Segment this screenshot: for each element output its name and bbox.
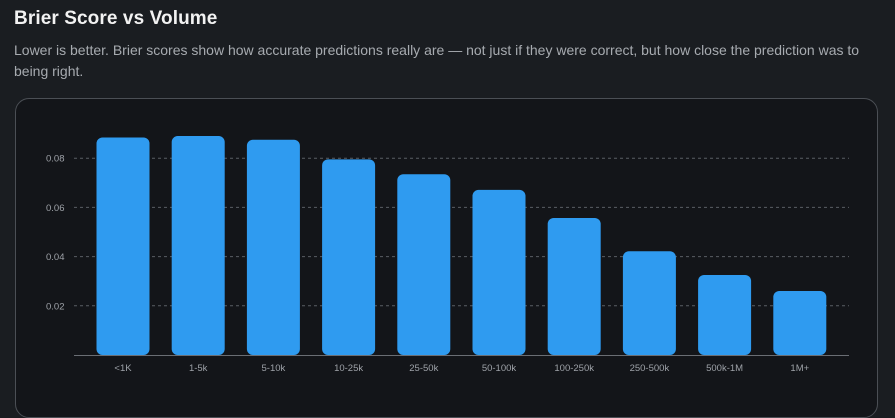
- bar: [322, 159, 376, 355]
- bar: [246, 139, 300, 355]
- x-tick-label: 500k-1M: [706, 363, 743, 374]
- bar: [773, 291, 827, 355]
- bar: [698, 275, 752, 355]
- x-tick-label: 100-250k: [554, 363, 594, 374]
- y-tick-label: 0.04: [46, 252, 65, 263]
- chart-subtitle: Lower is better. Brier scores show how a…: [14, 42, 860, 79]
- y-axis-ticks: 0.02 0.04 0.06 0.08: [46, 154, 65, 313]
- bar: [622, 251, 676, 355]
- y-tick-label: 0.02: [46, 301, 65, 312]
- y-tick-label: 0.08: [46, 154, 65, 165]
- x-tick-label: 25-50k: [409, 363, 438, 374]
- x-tick-label: 10-25k: [334, 363, 363, 374]
- chart-title: Brier Score vs Volume: [14, 8, 218, 29]
- bar: [547, 217, 601, 355]
- x-tick-label: <1K: [114, 363, 132, 374]
- bar: [472, 189, 526, 355]
- bar-chart: 0.02 0.04 0.06 0.08 <1K 1-5k 5-10k 10-25k 25-50…: [46, 136, 849, 374]
- chart-panel: 0.02 0.04 0.06 0.08 <1K 1-5k 5-10k 10-25k 25-50…: [15, 98, 878, 418]
- y-tick-label: 0.06: [46, 203, 65, 214]
- x-tick-label: 5-10k: [262, 363, 286, 374]
- bar: [171, 136, 225, 355]
- x-tick-label: 50-100k: [482, 363, 517, 374]
- x-axis-ticks: <1K 1-5k 5-10k 10-25k 25-50k 50-100k 100-250k 2…: [114, 363, 809, 374]
- bars: [96, 136, 827, 355]
- x-tick-label: 1-5k: [189, 363, 208, 374]
- bar: [397, 174, 451, 355]
- x-tick-label: 1M+: [790, 363, 809, 374]
- x-tick-label: 250-500k: [630, 363, 670, 374]
- bar: [96, 137, 150, 355]
